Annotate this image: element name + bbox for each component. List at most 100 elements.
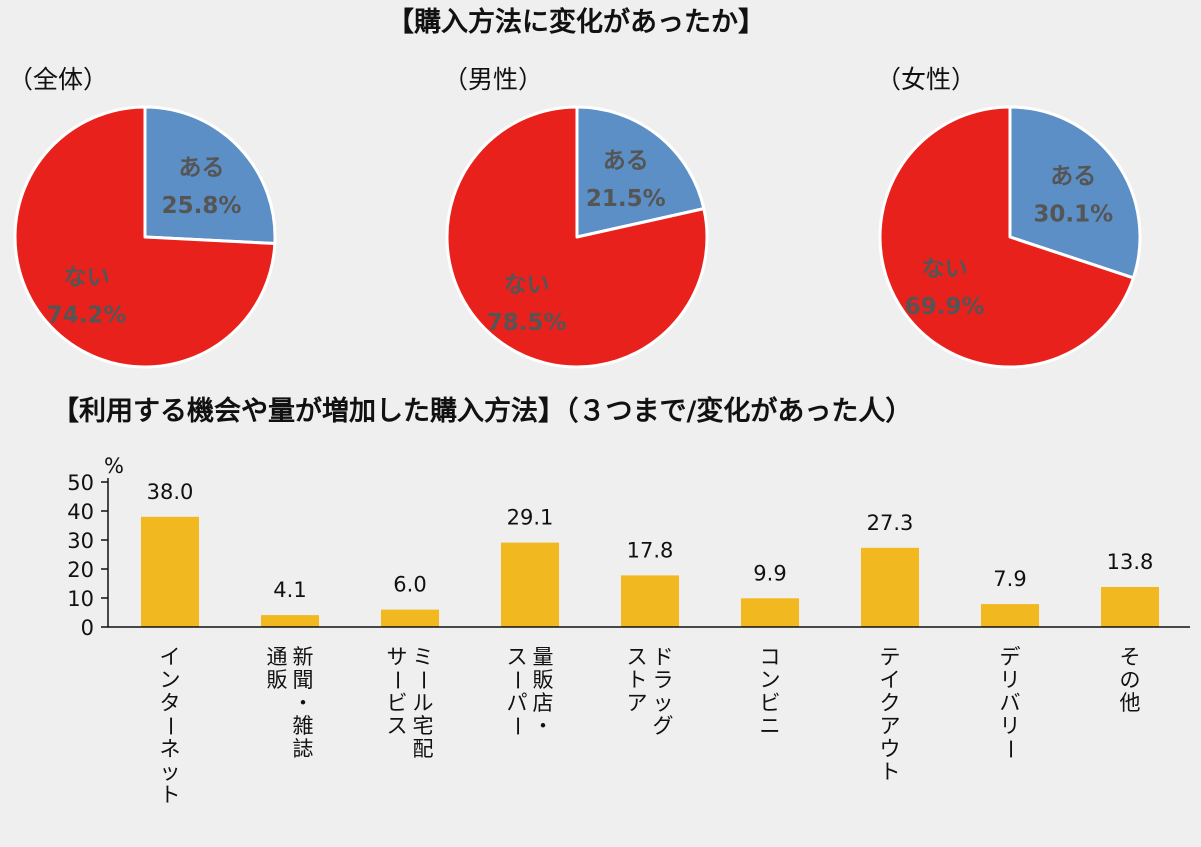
bar-value-label: 6.0 <box>393 573 426 597</box>
pie-slice-name: ない <box>504 272 550 298</box>
category-label-char: ニ <box>760 714 781 738</box>
category-label-char: ス <box>507 645 528 669</box>
category-label-char: ア <box>880 714 901 738</box>
pie-subtitle: （男性） <box>443 65 543 94</box>
pie-slice-name: ある <box>179 155 225 181</box>
pie-slice-value: 78.5% <box>487 310 567 336</box>
pie-slice-nai <box>445 105 709 369</box>
category-label-char: ー <box>385 670 409 691</box>
y-tick-label: 40 <box>67 500 94 524</box>
category-label-char: リ <box>1000 668 1021 692</box>
category-label-char: そ <box>1120 645 1141 669</box>
bar <box>381 609 439 627</box>
y-tick-label: 30 <box>67 529 94 553</box>
category-label-char: コ <box>760 645 781 669</box>
category-label-char: ビ <box>387 691 408 715</box>
pie-section-title: 【購入方法に変化があったか】 <box>387 6 765 38</box>
category-label-char: 新 <box>293 645 314 669</box>
category-label-char: パ <box>507 691 528 715</box>
category-label-char: ト <box>160 783 181 807</box>
bar-value-label: 17.8 <box>627 538 674 562</box>
category-label-char: ッ <box>653 691 674 715</box>
pie-slice-aru <box>143 105 277 246</box>
bar <box>501 542 559 627</box>
category-label-char: ー <box>505 670 529 691</box>
category-label-char: ・ <box>533 714 554 738</box>
category-label-char: イ <box>160 645 181 669</box>
category-label-char: ウ <box>880 737 901 761</box>
category-label-char: ッ <box>160 760 181 784</box>
category-label-char: リ <box>1000 714 1021 738</box>
category-label-char: 店 <box>533 691 554 715</box>
category-label-char: ー <box>505 716 529 737</box>
category-label-char: 販 <box>533 668 554 692</box>
bar-value-label: 13.8 <box>1107 550 1154 574</box>
bar <box>141 516 199 627</box>
category-label-char: 量 <box>533 645 554 669</box>
pie-slice-value: 74.2% <box>47 303 127 329</box>
pie-slice-nai <box>878 105 1135 369</box>
pie-slice-name: ある <box>603 148 649 174</box>
y-tick-label: 10 <box>67 587 94 611</box>
pie-subtitle: （全体） <box>8 65 108 94</box>
bar-value-label: 38.0 <box>147 480 194 504</box>
bar-value-label: 29.1 <box>507 506 554 530</box>
pie-slice-name: ない <box>922 256 968 282</box>
category-label-char: 他 <box>1120 691 1141 715</box>
category-label-char: ラ <box>653 668 674 692</box>
category-label-char: ト <box>880 760 901 784</box>
category-label-char: ン <box>760 668 781 692</box>
category-label-char: テ <box>880 645 901 669</box>
category-label-char: ー <box>998 739 1022 760</box>
y-tick-label: 20 <box>67 558 94 582</box>
category-label-char: デ <box>1000 645 1021 669</box>
category-label-char: 誌 <box>293 737 314 761</box>
category-label-char: ア <box>627 691 648 715</box>
category-label-char: ー <box>411 670 435 691</box>
category-label-char: バ <box>1000 691 1021 715</box>
category-label-char: 宅 <box>413 714 434 738</box>
category-label-char: イ <box>880 668 901 692</box>
bar-value-label: 4.1 <box>273 578 306 602</box>
bar <box>1101 586 1159 627</box>
category-label-char: ・ <box>293 691 314 715</box>
y-axis-unit: % <box>104 454 124 478</box>
bar <box>861 547 919 627</box>
category-label-char: グ <box>653 714 674 738</box>
pie-slice-aru <box>575 105 706 239</box>
pie-slice-value: 21.5% <box>586 186 666 212</box>
bar <box>261 615 319 627</box>
category-label-char: の <box>1120 668 1141 692</box>
pie-slice-value: 30.1% <box>1033 201 1113 227</box>
pie-slice-value: 69.9% <box>905 294 985 320</box>
category-label-char: ク <box>880 691 901 715</box>
y-tick-label: 0 <box>81 616 94 640</box>
pie-subtitle: （女性） <box>876 65 976 94</box>
pie-slice-name: ない <box>64 265 110 291</box>
category-label-char: サ <box>387 645 408 669</box>
category-label-char: ド <box>653 645 674 669</box>
bar-value-label: 27.3 <box>867 511 914 535</box>
category-label-char: ー <box>158 716 182 737</box>
pie-slice-aru <box>1008 105 1142 280</box>
category-label-char: 通 <box>267 645 288 669</box>
bar <box>741 598 799 627</box>
bar-value-label: 9.9 <box>753 561 786 585</box>
bar-section-title: 【利用する機会や量が増加した購入方法】（３つまで/変化があった人） <box>52 395 912 427</box>
category-label-char: ン <box>160 668 181 692</box>
pie-slice-name: ある <box>1050 163 1096 189</box>
category-label-char: 配 <box>413 737 434 761</box>
category-label-char: ネ <box>160 737 181 761</box>
category-label-char: タ <box>160 691 181 715</box>
category-label-char: ビ <box>760 691 781 715</box>
category-label-char: ス <box>387 714 408 738</box>
y-tick-label: 50 <box>67 471 94 495</box>
category-label-char: 雑 <box>293 714 314 738</box>
pie-slice-nai <box>13 105 277 369</box>
category-label-char: 販 <box>267 668 288 692</box>
bar <box>981 604 1039 627</box>
bar-value-label: 7.9 <box>993 567 1026 591</box>
category-label-char: ト <box>627 668 648 692</box>
